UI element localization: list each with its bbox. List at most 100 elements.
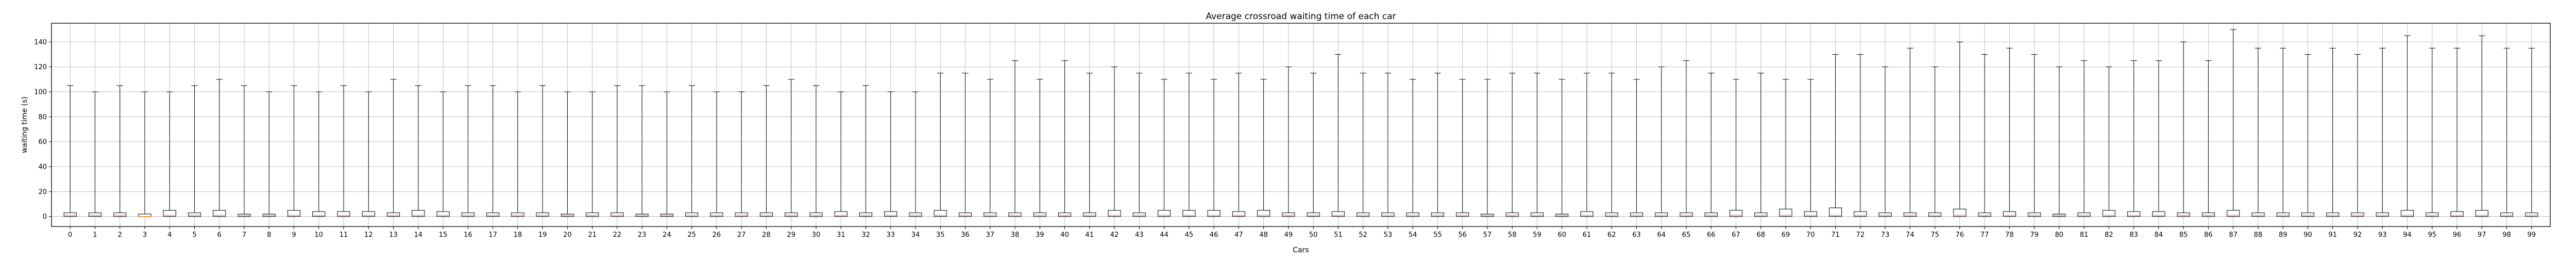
x-tick-label: 52 [1359, 231, 1367, 239]
x-tick-label: 12 [364, 231, 373, 239]
box-40 [1058, 60, 1072, 217]
box-19 [536, 85, 549, 217]
box-41 [1083, 73, 1096, 217]
box-70 [1804, 79, 1817, 217]
x-tick-label: 74 [1906, 231, 1914, 239]
box-25 [685, 85, 699, 217]
box-body [138, 214, 151, 217]
x-tick-label: 23 [638, 231, 647, 239]
box-body [1704, 212, 1718, 217]
box-body [1132, 212, 1146, 217]
x-tick-label: 22 [613, 231, 622, 239]
x-tick-label: 60 [1557, 231, 1566, 239]
x-tick-label: 10 [315, 231, 324, 239]
box-body [2127, 211, 2141, 217]
box-body [1505, 212, 1519, 217]
box-36 [958, 73, 972, 217]
box-7 [238, 85, 251, 217]
box-16 [461, 85, 474, 217]
x-tick-label: 93 [2378, 231, 2387, 239]
box-body [1605, 212, 1618, 217]
x-tick-label: 9 [292, 231, 296, 239]
box-body [1431, 212, 1444, 217]
x-tick-label: 79 [2030, 231, 2039, 239]
box-body [2003, 211, 2016, 217]
box-3 [138, 91, 151, 217]
x-tick-label: 62 [1607, 231, 1616, 239]
box-body [984, 212, 997, 217]
x-tick-label: 16 [464, 231, 472, 239]
box-body [1630, 212, 1643, 217]
y-tick-label: 140 [34, 39, 47, 46]
box-body [2426, 212, 2439, 217]
box-body [1978, 212, 1991, 217]
x-tick-label: 44 [1160, 231, 1168, 239]
box-body [759, 212, 773, 217]
x-tick-label: 98 [2502, 231, 2511, 239]
x-tick-label: 99 [2528, 231, 2536, 239]
x-tick-label: 24 [663, 231, 671, 239]
box-body [188, 212, 201, 217]
box-body [1331, 211, 1345, 217]
box-body [88, 212, 102, 217]
x-tick-label: 8 [267, 231, 271, 239]
x-tick-label: 30 [812, 231, 821, 239]
box-body [1854, 211, 1867, 217]
box-body [1282, 212, 1295, 217]
box-body [536, 212, 549, 217]
box-61 [1580, 73, 1594, 217]
y-tick-label: 40 [38, 163, 47, 171]
box-body [1456, 212, 1469, 217]
x-tick-label: 38 [1011, 231, 1020, 239]
box-48 [1257, 79, 1270, 217]
box-17 [486, 85, 500, 217]
y-tick-label: 80 [38, 114, 47, 121]
box-80 [2053, 67, 2066, 217]
x-tick-label: 13 [389, 231, 398, 239]
box-body [1680, 212, 1693, 217]
x-tick-label: 89 [2279, 231, 2287, 239]
x-tick-label: 83 [2129, 231, 2138, 239]
box-35 [934, 73, 947, 217]
box-64 [1655, 67, 1668, 217]
x-tick-label: 39 [1036, 231, 1044, 239]
x-tick-label: 64 [1657, 231, 1666, 239]
box-75 [1928, 67, 1942, 217]
x-tick-label: 27 [737, 231, 746, 239]
box-body [1754, 212, 1768, 217]
box-38 [1008, 60, 1022, 217]
x-tick-label: 65 [1682, 231, 1691, 239]
x-tick-label: 7 [242, 231, 246, 239]
x-tick-label: 25 [687, 231, 696, 239]
x-tick-label: 21 [588, 231, 597, 239]
box-13 [386, 79, 400, 217]
box-98 [2500, 47, 2514, 217]
box-body [2525, 212, 2538, 217]
box-body [785, 212, 798, 217]
box-79 [2028, 54, 2041, 217]
x-tick-label: 2 [118, 231, 122, 239]
box-96 [2450, 47, 2464, 217]
box-24 [660, 91, 673, 217]
box-32 [859, 85, 873, 217]
box-body [1828, 207, 1842, 217]
box-49 [1282, 67, 1295, 217]
x-tick-label: 84 [2155, 231, 2163, 239]
box-10 [312, 91, 326, 217]
x-tick-label: 91 [2328, 231, 2337, 239]
box-31 [834, 91, 848, 217]
x-tick-label: 73 [1881, 231, 1890, 239]
box-body [1381, 212, 1395, 217]
box-30 [809, 85, 823, 217]
box-body [113, 212, 127, 217]
box-body [2201, 212, 2215, 217]
box-90 [2301, 54, 2315, 217]
x-tick-label: 68 [1757, 231, 1766, 239]
box-26 [710, 91, 723, 217]
box-88 [2251, 47, 2265, 217]
box-39 [1033, 79, 1046, 217]
x-tick-label: 63 [1632, 231, 1641, 239]
box-body [1928, 212, 1942, 217]
box-body [362, 211, 375, 217]
box-5 [188, 85, 201, 217]
